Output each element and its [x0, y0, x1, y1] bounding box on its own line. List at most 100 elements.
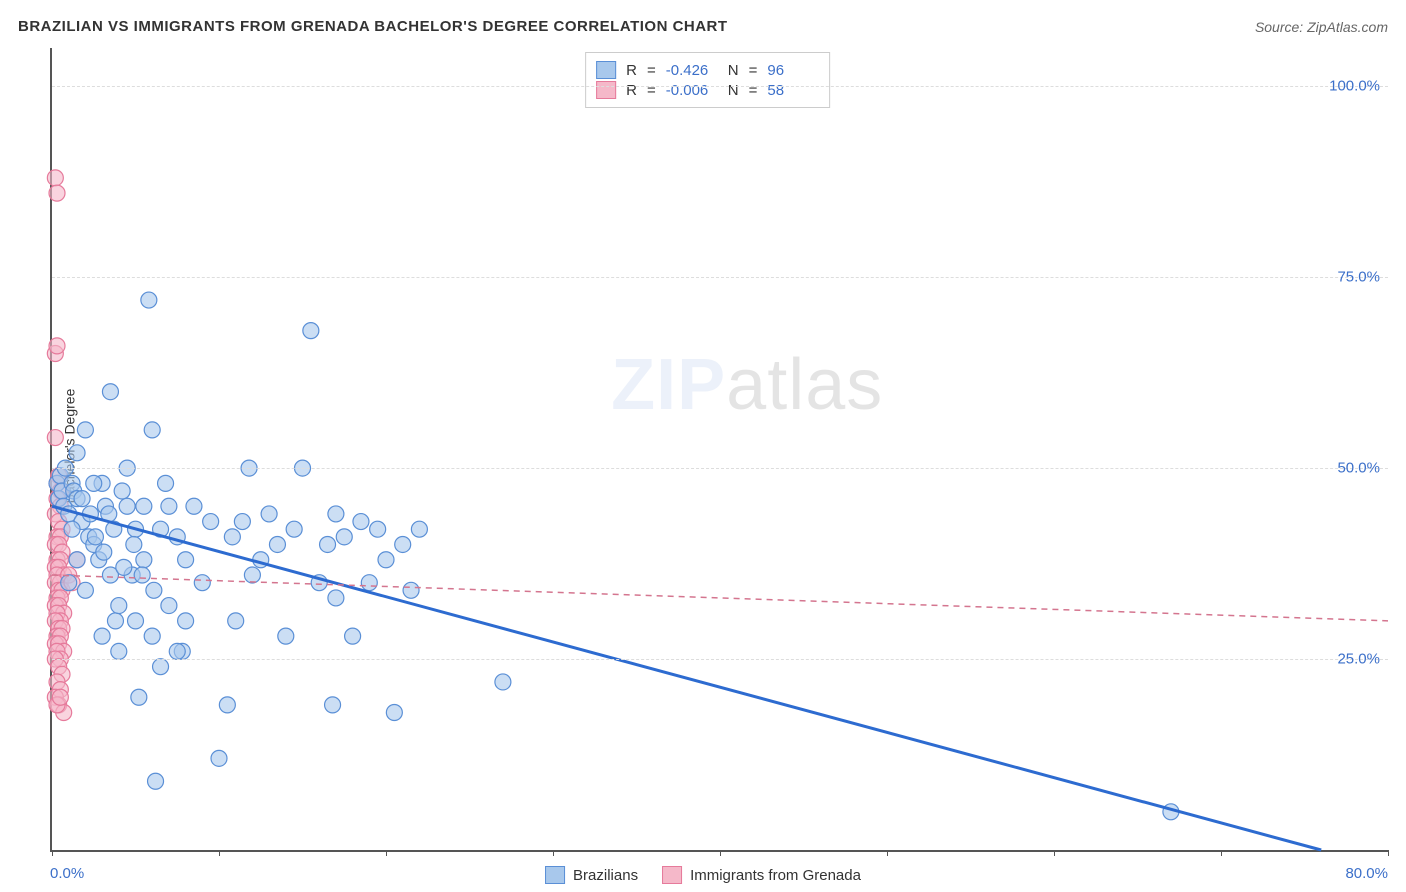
scatter-point [211, 750, 227, 766]
gridline-h [52, 277, 1388, 278]
scatter-point [77, 422, 93, 438]
scatter-point [94, 628, 110, 644]
scatter-point [146, 582, 162, 598]
scatter-point [87, 529, 103, 545]
scatter-plot-svg [52, 48, 1388, 850]
scatter-point [141, 292, 157, 308]
scatter-point [361, 575, 377, 591]
source-attribution: Source: ZipAtlas.com [1255, 19, 1388, 35]
scatter-point [96, 544, 112, 560]
scatter-point [345, 628, 361, 644]
scatter-point [178, 613, 194, 629]
scatter-point [395, 536, 411, 552]
scatter-point [49, 338, 65, 354]
scatter-point [47, 430, 63, 446]
scatter-point [153, 659, 169, 675]
scatter-point [286, 521, 302, 537]
scatter-point [111, 598, 127, 614]
x-tick [720, 850, 721, 856]
x-min-label: 0.0% [50, 865, 84, 882]
scatter-point [228, 613, 244, 629]
scatter-point [320, 536, 336, 552]
gridline-h [52, 468, 1388, 469]
x-tick [553, 850, 554, 856]
legend-swatch-0 [545, 866, 565, 884]
scatter-point [161, 598, 177, 614]
scatter-point [136, 552, 152, 568]
x-tick [1388, 850, 1389, 856]
scatter-point [325, 697, 341, 713]
scatter-point [169, 643, 185, 659]
scatter-point [186, 498, 202, 514]
scatter-point [278, 628, 294, 644]
y-tick-label: 50.0% [1337, 460, 1380, 477]
x-tick [219, 850, 220, 856]
legend-label-0: Brazilians [573, 867, 638, 884]
scatter-point [328, 590, 344, 606]
scatter-point [102, 384, 118, 400]
scatter-point [178, 552, 194, 568]
scatter-point [114, 483, 130, 499]
scatter-point [69, 445, 85, 461]
scatter-point [328, 506, 344, 522]
scatter-point [244, 567, 260, 583]
x-tick [52, 850, 53, 856]
scatter-point [128, 613, 144, 629]
scatter-point [49, 185, 65, 201]
scatter-point [47, 170, 63, 186]
scatter-point [86, 475, 102, 491]
scatter-point [148, 773, 164, 789]
scatter-point [234, 514, 250, 530]
scatter-point [144, 628, 160, 644]
x-tick [386, 850, 387, 856]
scatter-point [134, 567, 150, 583]
scatter-point [52, 689, 68, 705]
scatter-point [378, 552, 394, 568]
legend-swatch-1 [662, 866, 682, 884]
scatter-point [107, 613, 123, 629]
scatter-point [336, 529, 352, 545]
x-tick [1054, 850, 1055, 856]
scatter-point [224, 529, 240, 545]
scatter-point [194, 575, 210, 591]
scatter-point [411, 521, 427, 537]
x-tick [1221, 850, 1222, 856]
scatter-point [269, 536, 285, 552]
scatter-point [161, 498, 177, 514]
legend-label-1: Immigrants from Grenada [690, 867, 861, 884]
trend-line [52, 506, 1321, 850]
scatter-point [69, 552, 85, 568]
scatter-point [126, 536, 142, 552]
trend-line [52, 575, 1388, 621]
scatter-point [370, 521, 386, 537]
scatter-point [77, 582, 93, 598]
scatter-point [495, 674, 511, 690]
scatter-point [136, 498, 152, 514]
scatter-point [74, 491, 90, 507]
y-tick-label: 100.0% [1329, 78, 1380, 95]
plot-area: ZIPatlas R = -0.426 N = 96 R = -0.006 N … [50, 48, 1388, 852]
y-tick-label: 25.0% [1337, 651, 1380, 668]
bottom-legend: Brazilians Immigrants from Grenada [545, 866, 861, 884]
scatter-point [158, 475, 174, 491]
scatter-point [116, 559, 132, 575]
legend-item-0: Brazilians [545, 866, 638, 884]
scatter-point [203, 514, 219, 530]
y-tick-label: 75.0% [1337, 269, 1380, 286]
x-tick [887, 850, 888, 856]
gridline-h [52, 86, 1388, 87]
scatter-point [403, 582, 419, 598]
chart-title: BRAZILIAN VS IMMIGRANTS FROM GRENADA BAC… [18, 18, 728, 35]
scatter-point [261, 506, 277, 522]
scatter-point [353, 514, 369, 530]
legend-item-1: Immigrants from Grenada [662, 866, 861, 884]
scatter-point [64, 521, 80, 537]
title-bar: BRAZILIAN VS IMMIGRANTS FROM GRENADA BAC… [18, 18, 1388, 35]
scatter-point [61, 575, 77, 591]
scatter-point [219, 697, 235, 713]
scatter-point [144, 422, 160, 438]
scatter-point [131, 689, 147, 705]
scatter-point [119, 498, 135, 514]
scatter-point [303, 323, 319, 339]
gridline-h [52, 659, 1388, 660]
